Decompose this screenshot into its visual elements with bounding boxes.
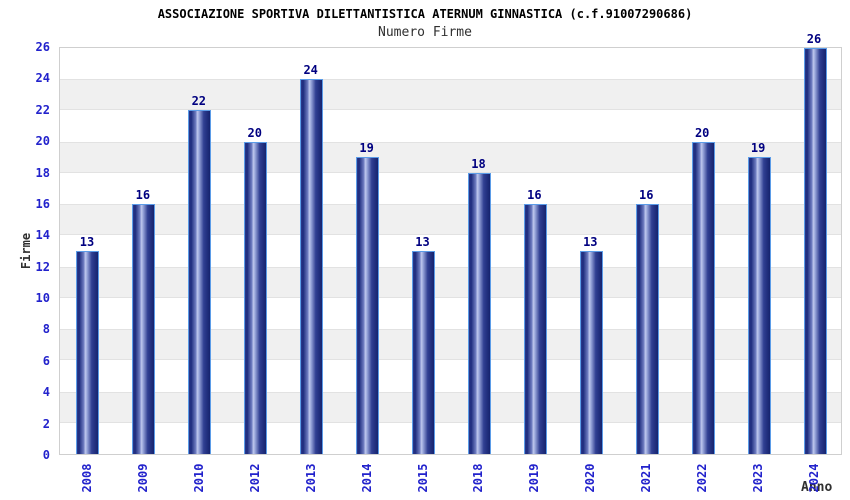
chart-subtitle: Numero Firme <box>378 25 472 40</box>
x-axis-title: Anno <box>801 480 833 495</box>
grid-stripe <box>60 141 841 173</box>
bar-2014 <box>356 157 379 454</box>
y-tick-label: 24 <box>35 71 50 86</box>
x-tick-label: 2008 <box>79 463 94 493</box>
bar-value-label: 16 <box>527 188 542 202</box>
bar-2012 <box>244 142 267 454</box>
y-tick-label: 6 <box>42 353 50 368</box>
y-tick-label: 12 <box>35 259 50 274</box>
bar-value-label: 13 <box>415 235 430 249</box>
bar-value-label: 16 <box>135 188 151 202</box>
bar-value-label: 13 <box>583 235 598 249</box>
y-tick-label: 10 <box>35 291 50 306</box>
x-tick-label: 2019 <box>527 463 542 493</box>
x-tick-label: 2010 <box>191 463 206 493</box>
x-tick-label: 2012 <box>247 463 262 493</box>
y-tick-label: 14 <box>35 228 50 243</box>
bar-2008 <box>76 251 99 454</box>
x-tick-label: 2022 <box>695 463 710 493</box>
bar-2015 <box>412 251 435 454</box>
x-tick-label: 2015 <box>415 463 430 493</box>
bar-2013 <box>300 79 323 454</box>
x-tick-label: 2021 <box>639 463 654 493</box>
y-tick-label: 18 <box>35 165 50 180</box>
x-tick-label: 2013 <box>303 463 318 493</box>
y-tick-label: 2 <box>42 416 50 431</box>
grid-stripe <box>60 266 841 298</box>
bar-2022 <box>692 142 715 454</box>
bar-value-label: 18 <box>471 157 486 171</box>
chart-title: ASSOCIAZIONE SPORTIVA DILETTANTISTICA AT… <box>157 7 693 21</box>
y-tick-label: 16 <box>35 196 50 211</box>
bar-2021 <box>636 204 659 454</box>
bar-value-label: 26 <box>806 32 822 46</box>
grid-stripe <box>60 204 841 236</box>
grid-stripe <box>60 329 841 361</box>
bar-2020 <box>580 251 603 454</box>
bar-2023 <box>748 157 771 454</box>
grid-stripe <box>60 79 841 111</box>
bar-value-label: 16 <box>639 188 654 202</box>
bar-2018 <box>468 173 491 454</box>
y-tick-label: 0 <box>42 448 50 462</box>
x-tick-label: 2020 <box>583 463 598 493</box>
bar-value-label: 22 <box>191 94 207 108</box>
x-tick-label: 2024 <box>807 463 822 493</box>
x-tick-label: 2018 <box>471 463 486 493</box>
bar-2010 <box>188 110 211 454</box>
bar-value-label: 19 <box>750 141 766 155</box>
bar-2024 <box>804 48 827 454</box>
bar-value-label: 20 <box>247 126 262 140</box>
bar-value-label: 20 <box>694 126 710 140</box>
y-tick-label: 4 <box>42 385 50 400</box>
y-tick-label: 22 <box>35 102 50 117</box>
bar-value-label: 13 <box>79 235 95 249</box>
x-tick-label: 2014 <box>359 463 374 493</box>
y-tick-label: 8 <box>42 322 50 337</box>
grid-stripe <box>60 391 841 423</box>
y-tick-label: 20 <box>35 134 50 149</box>
bar-2019 <box>524 204 547 454</box>
plot-area <box>59 47 842 455</box>
x-tick-label: 2023 <box>751 463 766 493</box>
y-tick-label: 26 <box>35 40 50 54</box>
bar-2009 <box>132 204 155 454</box>
bar-value-label: 19 <box>359 141 374 155</box>
x-tick-label: 2009 <box>135 463 150 493</box>
bar-value-label: 24 <box>303 63 318 77</box>
